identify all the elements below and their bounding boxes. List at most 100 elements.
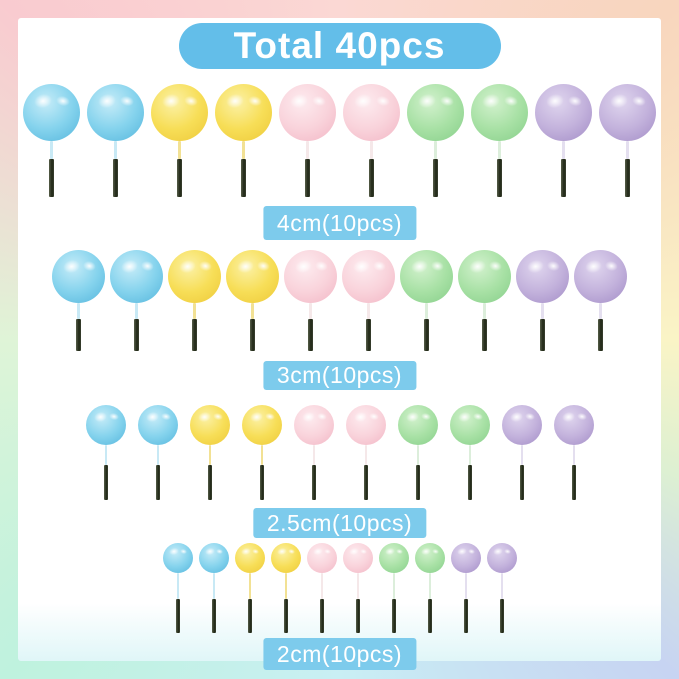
balloon-highlight <box>248 410 264 424</box>
balloon-blue <box>110 250 163 303</box>
balloon-pick-pink <box>342 543 373 633</box>
balloon-stick-upper <box>434 141 437 159</box>
balloon-highlight <box>159 412 172 422</box>
balloon-stick-upper <box>416 445 419 465</box>
balloon-highlight <box>203 547 215 557</box>
balloon-highlight <box>289 92 311 110</box>
balloon-stick-upper <box>306 141 309 159</box>
balloon-highlight <box>215 548 224 556</box>
balloon-yellow <box>241 405 282 445</box>
balloon-green <box>400 250 453 303</box>
balloon-highlight <box>567 94 583 108</box>
balloon-highlight <box>161 92 183 110</box>
balloon-pick-green <box>449 405 490 500</box>
balloon-highlight <box>429 259 445 273</box>
balloon-stick-upper <box>392 573 395 599</box>
balloon-stick-lower <box>497 159 502 197</box>
balloon-pink <box>293 405 334 445</box>
balloon-pick-yellow <box>189 405 230 500</box>
balloon-highlight <box>119 94 135 108</box>
balloon-stick-upper <box>284 573 287 599</box>
balloon-stick-upper <box>208 445 211 465</box>
balloon-highlight <box>491 547 503 557</box>
balloon-stick-lower <box>519 465 524 500</box>
balloon-stick-upper <box>520 445 523 465</box>
balloon-stick-lower <box>366 319 371 351</box>
balloon-purple <box>486 543 517 573</box>
balloon-highlight <box>545 259 561 273</box>
balloon-blue <box>87 84 144 141</box>
balloon-pick-purple <box>501 405 542 500</box>
balloon-stick-upper <box>104 445 107 465</box>
balloon-highlight <box>81 259 97 273</box>
balloon-highlight <box>247 94 263 108</box>
balloon-stick-upper <box>425 303 428 319</box>
balloon-highlight <box>471 412 484 422</box>
balloon-highlight <box>508 410 524 424</box>
balloon-highlight <box>144 410 160 424</box>
balloon-pick-pink <box>342 250 395 351</box>
balloon-pick-purple <box>535 84 592 197</box>
balloon-stick-upper <box>114 141 117 159</box>
balloon-pick-pink <box>345 405 386 500</box>
balloon-highlight <box>323 548 332 556</box>
balloon-purple <box>516 250 569 303</box>
balloon-pink <box>345 405 386 445</box>
balloon-purple <box>535 84 592 141</box>
balloon-pick-yellow <box>215 84 272 197</box>
balloon-highlight <box>467 548 476 556</box>
balloon-highlight <box>263 412 276 422</box>
balloon-highlight <box>456 410 472 424</box>
balloon-stick-lower <box>427 599 432 633</box>
balloon-pick-yellow <box>241 405 282 500</box>
balloon-blue <box>198 543 229 573</box>
balloon-pick-pink <box>343 84 400 197</box>
balloon-pink <box>342 543 373 573</box>
balloon-blue <box>23 84 80 141</box>
balloon-highlight <box>371 259 387 273</box>
balloon-highlight <box>287 548 296 556</box>
size-label-3cm: 3cm(10pcs) <box>262 361 417 390</box>
balloon-stick-upper <box>500 573 503 599</box>
balloon-stick-upper <box>364 445 367 465</box>
balloon-highlight <box>375 94 391 108</box>
balloon-purple <box>501 405 542 445</box>
balloon-pick-green <box>378 543 409 633</box>
balloon-stick-lower <box>311 465 316 500</box>
balloon-pink <box>284 250 337 303</box>
balloon-stick-upper <box>50 141 53 159</box>
balloon-pink <box>343 84 400 141</box>
balloon-pick-green <box>397 405 438 500</box>
balloon-stick-upper <box>356 573 359 599</box>
balloon-pick-blue <box>110 250 163 351</box>
balloon-green <box>414 543 445 573</box>
balloon-pink <box>279 84 336 141</box>
balloon-stick-lower <box>571 465 576 500</box>
balloon-stick-lower <box>155 465 160 500</box>
balloon-pick-pink <box>279 84 336 197</box>
balloon-highlight <box>631 94 647 108</box>
balloon-highlight <box>419 547 431 557</box>
balloon-highlight <box>275 547 287 557</box>
balloon-stick-lower <box>319 599 324 633</box>
total-count-badge: Total 40pcs <box>178 23 501 69</box>
balloon-highlight <box>367 412 380 422</box>
balloon-stick-upper <box>541 303 544 319</box>
balloon-stick-upper <box>156 445 159 465</box>
balloon-stick-lower <box>499 599 504 633</box>
balloon-pick-green <box>400 250 453 351</box>
balloon-pick-blue <box>198 543 229 633</box>
balloon-stick-lower <box>363 465 368 500</box>
balloon-yellow <box>189 405 230 445</box>
balloon-stick-upper <box>468 445 471 465</box>
balloon-stick-upper <box>251 303 254 319</box>
balloon-highlight <box>455 547 467 557</box>
balloon-pick-purple <box>516 250 569 351</box>
balloon-yellow <box>234 543 265 573</box>
balloon-blue <box>85 405 126 445</box>
balloon-highlight <box>33 92 55 110</box>
balloon-stick-upper <box>483 303 486 319</box>
balloon-purple <box>599 84 656 141</box>
balloon-pick-green <box>458 250 511 351</box>
balloon-pick-purple <box>553 405 594 500</box>
